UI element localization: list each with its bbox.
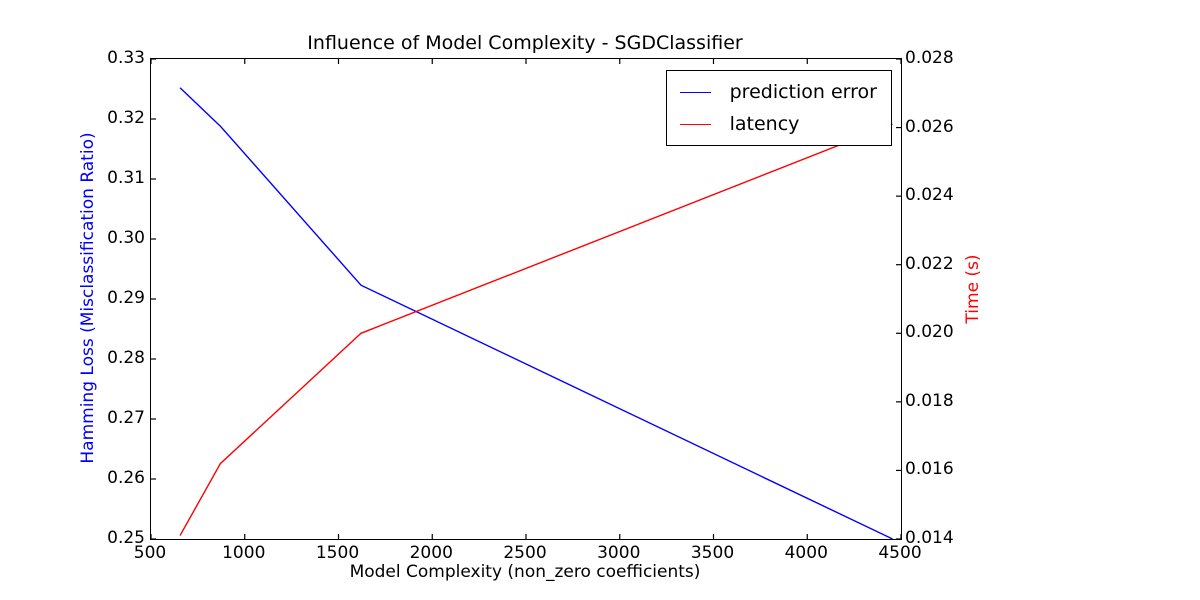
x-tick-label: 4500 <box>878 543 922 563</box>
x-tick-label: 2000 <box>409 543 453 563</box>
y-right-tick-label: 0.024 <box>905 185 954 206</box>
y-right-tick-label: 0.022 <box>905 253 954 274</box>
chart-title: Influence of Model Complexity - SGDClass… <box>307 32 743 54</box>
plot-area: prediction error latency <box>150 58 902 540</box>
series-line-latency <box>179 123 893 536</box>
y-right-tick-label: 0.028 <box>905 48 954 68</box>
x-tick-label: 4000 <box>784 543 828 563</box>
y-left-tick-label: 0.28 <box>107 348 145 368</box>
plot-lines-canvas <box>151 59 901 539</box>
x-tick-label: 3500 <box>690 543 735 563</box>
legend-label: prediction error <box>729 81 877 103</box>
y-left-tick-label: 0.26 <box>107 468 145 488</box>
y-right-tick-label: 0.020 <box>905 322 954 343</box>
y-left-tick-label: 0.33 <box>107 48 145 68</box>
y-axis-label-right: Time (s) <box>963 254 983 324</box>
y-right-tick-label: 0.016 <box>905 459 954 480</box>
series-line-prediction-error <box>179 87 893 539</box>
legend-line-swatch <box>679 123 711 125</box>
x-tick-label: 2500 <box>503 543 547 563</box>
y-right-tick-label: 0.014 <box>905 528 954 548</box>
x-tick-label: 500 <box>133 543 167 563</box>
y-left-tick-label: 0.27 <box>107 408 145 428</box>
x-tick-label: 3000 <box>597 543 641 563</box>
x-tick-label: 1500 <box>315 543 360 563</box>
y-axis-label-left: Hamming Loss (Misclassification Ratio) <box>78 132 98 464</box>
legend-item: latency <box>679 108 877 140</box>
x-axis-label: Model Complexity (non_zero coefficients) <box>349 562 701 582</box>
legend-line-swatch <box>679 91 711 93</box>
y-left-tick-label: 0.31 <box>107 168 145 188</box>
y-left-tick-label: 0.25 <box>107 528 145 548</box>
legend-label: latency <box>729 113 800 135</box>
legend-item: prediction error <box>679 76 877 108</box>
y-right-tick-label: 0.018 <box>905 390 954 411</box>
x-tick-label: 1000 <box>222 543 266 563</box>
y-left-tick-label: 0.30 <box>107 228 145 248</box>
y-left-tick-label: 0.29 <box>107 288 145 308</box>
y-left-tick-label: 0.32 <box>107 108 145 128</box>
legend: prediction error latency <box>665 70 892 146</box>
y-right-tick-label: 0.026 <box>905 116 954 137</box>
